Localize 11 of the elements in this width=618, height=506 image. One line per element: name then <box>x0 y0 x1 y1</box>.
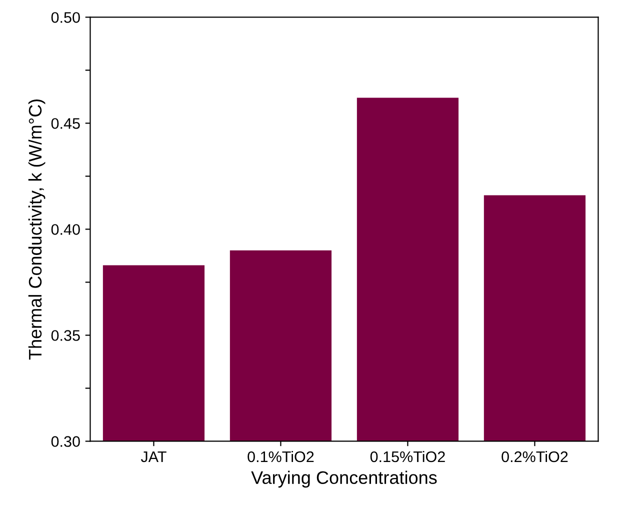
x-axis-title: Varying Concentrations <box>251 470 437 488</box>
y-tick-label: 0.40 <box>51 224 80 235</box>
y-tick-label: 0.45 <box>51 118 80 129</box>
x-tick-label: 0.15%TiO2 <box>370 450 445 462</box>
y-tick-label: 0.30 <box>51 436 80 447</box>
y-axis-title: Thermal Conductivity, k (W/m°C) <box>28 99 46 360</box>
x-tick-label: 0.2%TiO2 <box>502 450 568 462</box>
x-tick-label: JAT <box>140 452 166 462</box>
y-tick-label: 0.50 <box>51 12 80 23</box>
x-tick-label: 0.1%TiO2 <box>248 450 314 462</box>
y-tick-label: 0.35 <box>51 330 80 341</box>
